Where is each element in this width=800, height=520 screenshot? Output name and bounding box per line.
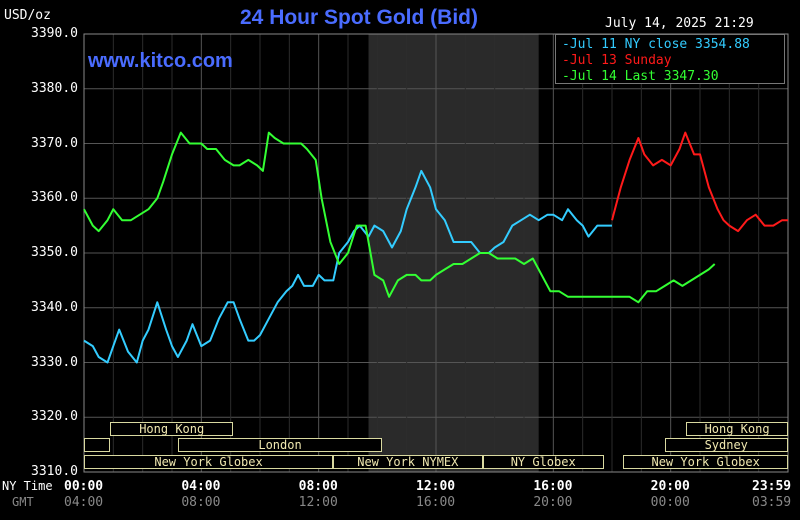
session-block: Hong Kong	[109, 422, 234, 436]
x-tick-label-ny: 04:00	[181, 479, 221, 494]
legend-label: Jul 13 Sunday	[569, 53, 672, 68]
y-tick-label: 3350.0	[31, 245, 78, 260]
y-tick-label: 3340.0	[31, 299, 78, 315]
x-tick-label-gmt: 08:00	[181, 495, 221, 510]
y-tick-label: 3320.0	[31, 409, 78, 425]
plot-border	[83, 33, 789, 473]
y-tick-label: 3330.0	[31, 354, 78, 370]
session-block: Hong Kong	[686, 422, 788, 436]
session-block: Sydney	[664, 438, 788, 452]
x-tick-label-ny: 23:59	[752, 479, 792, 494]
x-tick-label-gmt: 16:00	[416, 495, 456, 510]
chart-title: 24 Hour Spot Gold (Bid)	[240, 6, 478, 29]
y-tick-label: 3390.0	[31, 26, 78, 41]
legend-label: Jul 14 Last 3347.30	[569, 69, 719, 84]
x-tick-label-gmt: 04:00	[64, 495, 104, 510]
legend-label: Jul 11 NY close 3354.88	[569, 37, 750, 52]
y-tick-label: 3380.0	[31, 80, 78, 96]
legend: -Jul 11 NY close 3354.88 -Jul 13 Sunday …	[555, 34, 785, 84]
series-line-0	[83, 169, 612, 364]
x-tick-label-gmt: 03:59	[752, 495, 792, 510]
grid-lines	[83, 33, 789, 473]
ny-time-row-label: NY Time	[2, 479, 53, 493]
session-block: NY Globex	[482, 455, 604, 469]
website-link[interactable]: www.kitco.com	[88, 50, 233, 72]
session-block: New York Globex	[84, 455, 334, 469]
x-tick-label-gmt: 12:00	[298, 495, 338, 510]
y-unit-label: USD/oz	[4, 8, 51, 23]
legend-item-jul13: -Jul 13 Sunday	[562, 53, 672, 68]
x-tick-label-ny: 12:00	[416, 479, 456, 494]
session-block: London	[178, 438, 382, 452]
x-tick-label-ny: 16:00	[533, 479, 573, 494]
legend-item-jul11: -Jul 11 NY close 3354.88	[562, 37, 750, 52]
session-block: New York NYMEX	[333, 455, 483, 469]
series-line-2	[83, 131, 716, 304]
x-tick-label-gmt: 00:00	[650, 495, 690, 510]
y-tick-label: 3310.0	[31, 464, 78, 479]
x-tick-label-ny: 08:00	[298, 479, 338, 494]
series-line-1	[611, 131, 788, 233]
x-tick-label-gmt: 20:00	[533, 495, 573, 510]
timestamp: July 14, 2025 21:29	[605, 16, 754, 31]
session-block	[84, 438, 110, 452]
x-tick-label-ny: 00:00	[64, 479, 104, 494]
legend-item-jul14: -Jul 14 Last 3347.30	[562, 69, 719, 84]
session-block: New York Globex	[623, 455, 788, 469]
gmt-row-label: GMT	[12, 495, 34, 509]
series-layer	[83, 131, 788, 364]
y-tick-label: 3370.0	[31, 135, 78, 151]
x-tick-label-ny: 20:00	[650, 479, 690, 494]
y-tick-label: 3360.0	[31, 190, 78, 206]
